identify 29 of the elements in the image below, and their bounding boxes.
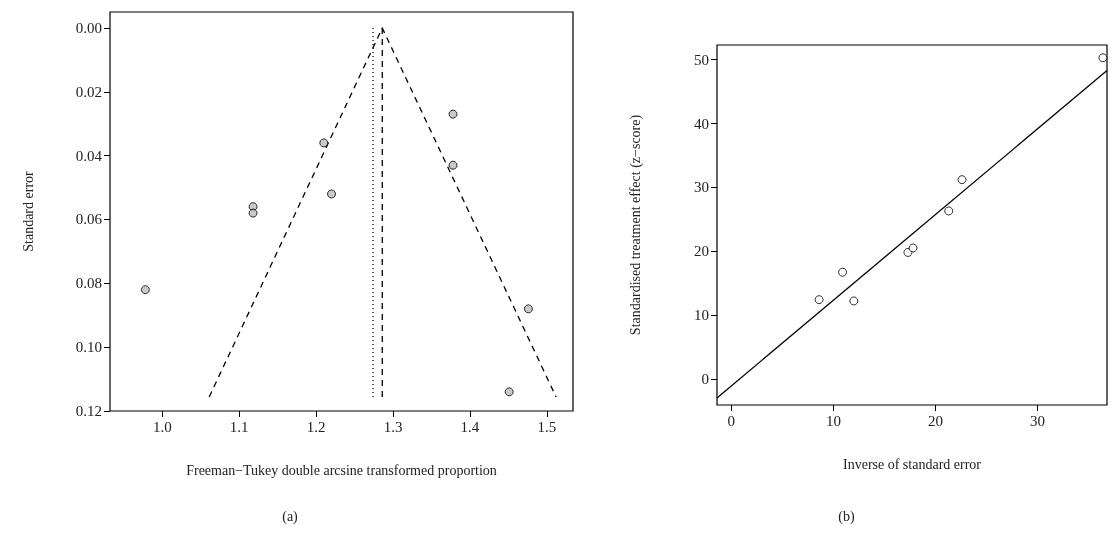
x-axis-title: Freeman−Tukey double arcsine transformed proportion <box>186 462 497 478</box>
y-tick-label: 0.06 <box>75 211 103 228</box>
y-tick-label: 0.00 <box>75 19 102 36</box>
y-tick-label: 0.08 <box>75 275 102 292</box>
x-tick-label: 0 <box>727 412 736 429</box>
y-tick-label: 0.02 <box>75 83 102 100</box>
x-tick-label: 1.4 <box>460 418 480 435</box>
x-tick-label: 10 <box>825 412 841 429</box>
x-tick-label: 1.1 <box>229 418 249 435</box>
x-tick-label: 20 <box>927 412 943 429</box>
y-axis-title: Standard error <box>20 170 36 252</box>
y-tick-label: 0.12 <box>75 403 102 419</box>
y-tick-label: 50 <box>694 51 709 68</box>
x-tick-label: 30 <box>1030 412 1046 429</box>
text: (b) <box>837 509 856 525</box>
y-tick-label: 40 <box>694 115 709 132</box>
x-tick-label: 1.3 <box>383 418 403 435</box>
x-axis-title: Inverse of standard error <box>843 456 982 472</box>
y-tick-label: 20 <box>694 243 709 260</box>
y-tick-label: 10 <box>694 307 709 323</box>
x-tick-label: 1.5 <box>537 418 557 435</box>
x-tick-label: 1.0 <box>152 418 172 435</box>
y-tick-label: 0.04 <box>75 147 103 164</box>
y-tick-label: 30 <box>694 179 709 196</box>
x-tick-label: 1.2 <box>306 418 326 435</box>
text: (a) <box>281 509 299 525</box>
y-tick-label: 0.10 <box>75 339 102 356</box>
y-axis-title: Standardised treatment effect (z−score) <box>627 114 644 336</box>
y-tick-label: 0 <box>701 370 709 387</box>
